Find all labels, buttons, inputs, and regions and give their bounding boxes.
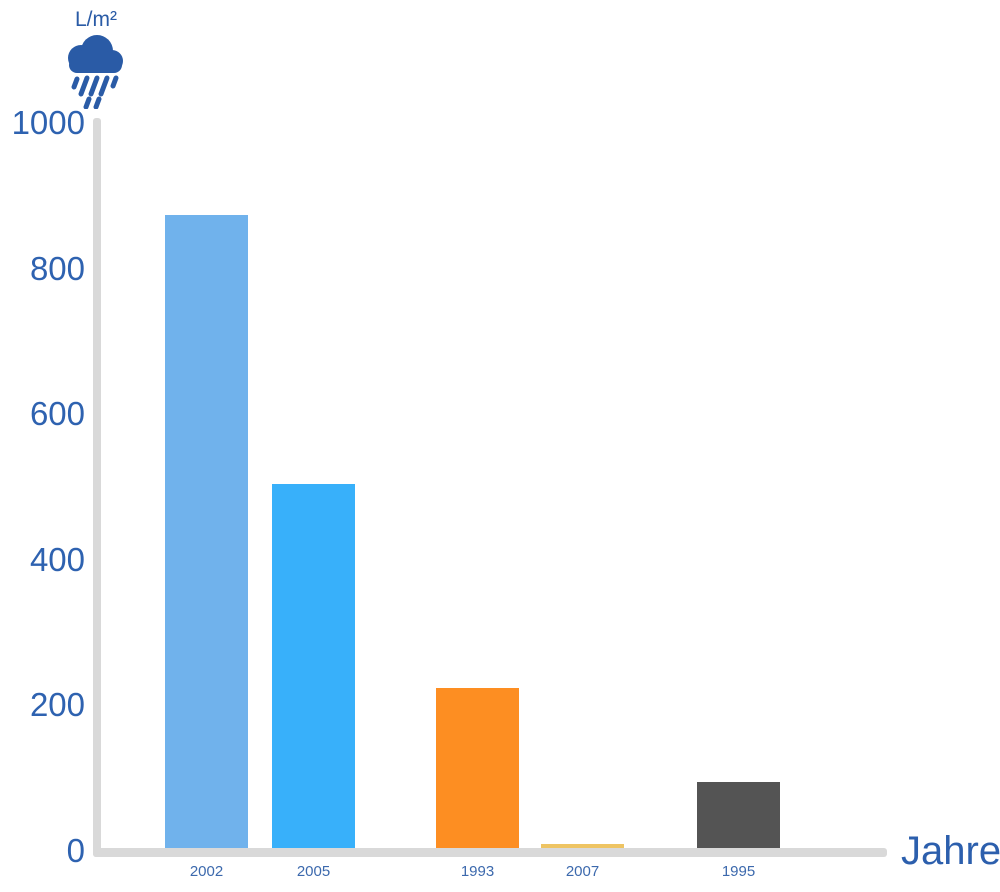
x-tick-label-2007: 2007	[565, 863, 600, 880]
x-tick-label-2002: 2002	[189, 863, 224, 880]
y-tick-label-400: 400	[29, 540, 85, 578]
x-tick-label-2005: 2005	[296, 863, 331, 880]
y-axis-line	[93, 118, 101, 857]
bar-1993	[436, 688, 519, 848]
x-axis-line	[93, 848, 887, 857]
y-tick-label-1000: 1000	[11, 104, 85, 142]
bar-2007	[541, 844, 624, 848]
bar-1995	[697, 782, 780, 848]
y-tick-label-0: 0	[66, 832, 85, 870]
rain-cloud-icon	[68, 35, 123, 109]
y-tick-label-600: 600	[29, 395, 85, 433]
y-tick-label-800: 800	[29, 249, 85, 287]
x-tick-label-1995: 1995	[721, 863, 756, 880]
y-axis-unit-label: L/m²	[75, 8, 117, 31]
bar-2005	[272, 484, 355, 848]
x-tick-label-1993: 1993	[460, 863, 495, 880]
x-axis-title: Jahre	[901, 829, 1000, 873]
bar-2002	[165, 215, 248, 848]
y-tick-label-200: 200	[29, 686, 85, 724]
